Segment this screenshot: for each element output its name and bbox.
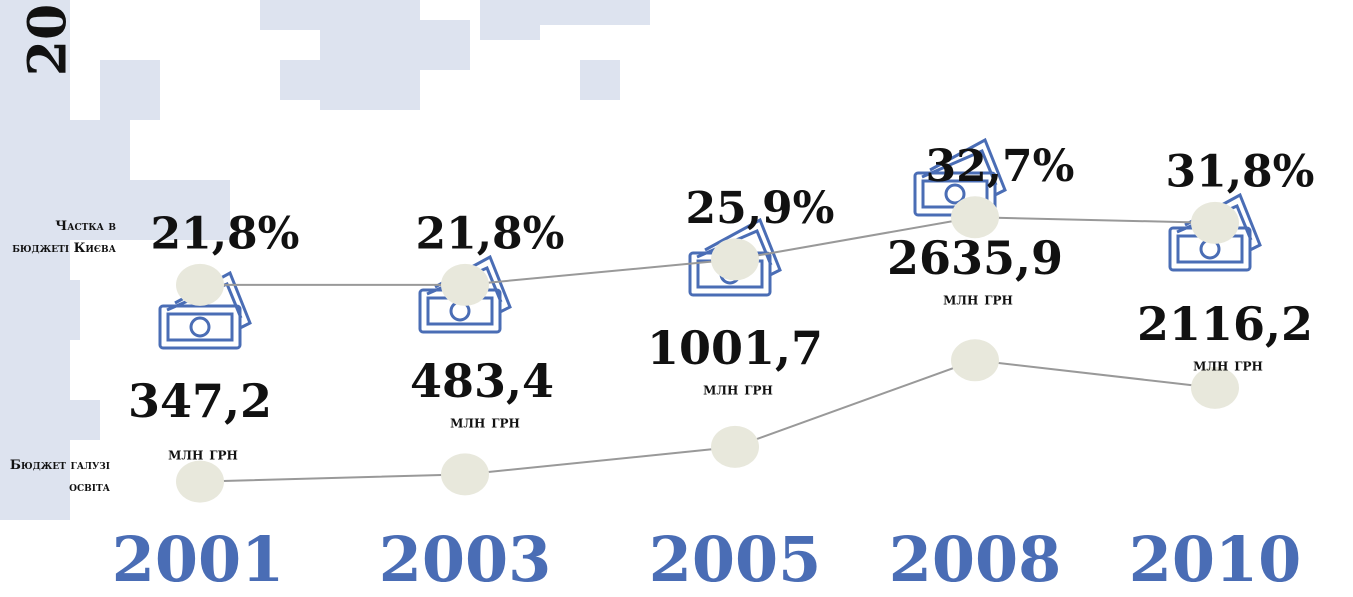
category-label: 2008 <box>889 523 1062 596</box>
data-point <box>441 264 489 306</box>
value-label: 21,8% <box>151 208 300 259</box>
data-point <box>441 453 489 495</box>
data-point <box>951 339 999 381</box>
value-label: 2116,2 <box>1137 297 1313 351</box>
legend-entry: Частка в бюджеті Києва <box>4 216 116 260</box>
data-point <box>176 461 224 503</box>
icon-bill <box>160 306 240 348</box>
value-label: 21,8% <box>416 208 565 259</box>
corner-text: 20 <box>18 4 79 76</box>
value-label: 483,4 <box>410 354 554 408</box>
data-point <box>1191 202 1239 244</box>
unit-label: млн грн <box>703 380 773 400</box>
chart: 20 21,8% 21,8% 25,9% 32,7% 31,8% 347,2 млн грн… <box>0 0 1353 597</box>
value-label: 32,7% <box>926 141 1075 192</box>
series-line <box>200 360 1215 481</box>
unit-label: млн грн <box>1193 356 1263 376</box>
data-point <box>711 426 759 468</box>
legend-entry: Бюджет галузі освіта <box>0 455 110 499</box>
value-label: 347,2 <box>128 374 272 428</box>
category-label: 2003 <box>379 523 552 596</box>
category-label: 2010 <box>1129 523 1302 596</box>
data-point <box>176 264 224 306</box>
infographic: 20 21,8% 21,8% 25,9% 32,7% 31,8% 347,2 млн грн… <box>0 0 1353 597</box>
data-point <box>711 238 759 280</box>
value-label: 2635,9 <box>887 231 1063 285</box>
background-pattern <box>0 0 650 520</box>
category-label: 2001 <box>112 523 285 596</box>
value-label: 1001,7 <box>647 321 823 375</box>
unit-label: млн грн <box>943 290 1013 310</box>
value-label: 31,8% <box>1166 146 1315 197</box>
unit-label: млн грн <box>168 445 238 465</box>
unit-label: млн грн <box>450 413 520 433</box>
category-label: 2005 <box>649 523 822 596</box>
icon-coin <box>191 318 209 336</box>
value-label: 25,9% <box>686 183 835 234</box>
